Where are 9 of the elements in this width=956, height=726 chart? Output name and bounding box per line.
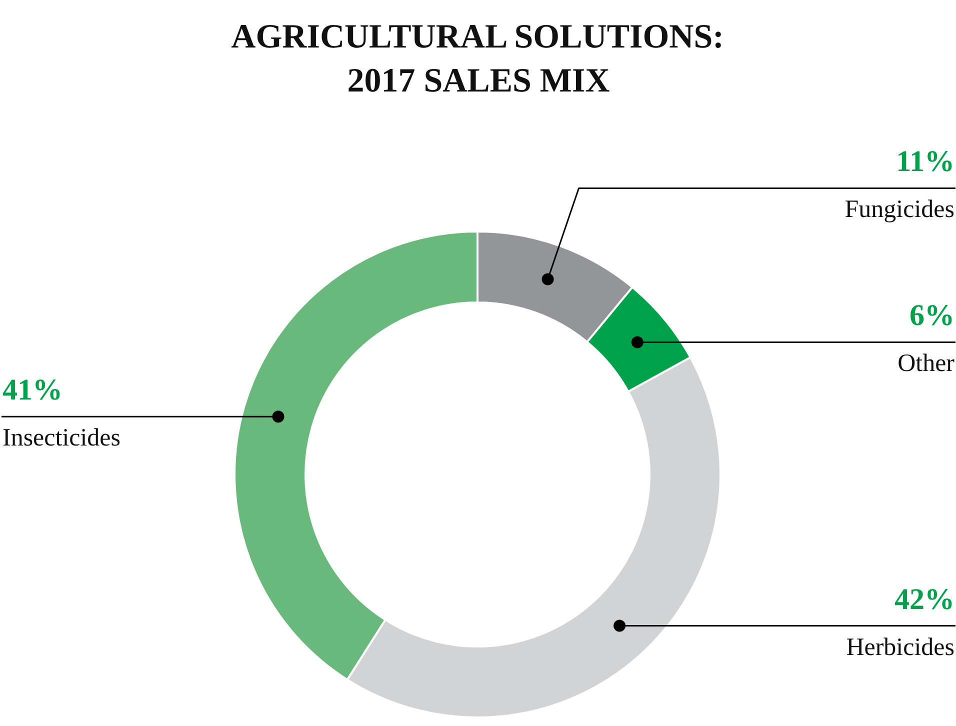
slice-label: Herbicides bbox=[846, 634, 955, 661]
data-label: 6% bbox=[910, 299, 954, 332]
slice-label: Other bbox=[898, 350, 956, 378]
data-label: 11% bbox=[896, 145, 955, 178]
data-label: 42% bbox=[894, 582, 954, 616]
data-label: 41% bbox=[2, 374, 62, 407]
chart-title: AGRICULTURAL SOLUTIONS: 2017 SALES MIX bbox=[231, 18, 724, 100]
slice-label: Fungicides bbox=[844, 196, 954, 224]
slice-label: Insecticides bbox=[2, 424, 121, 452]
